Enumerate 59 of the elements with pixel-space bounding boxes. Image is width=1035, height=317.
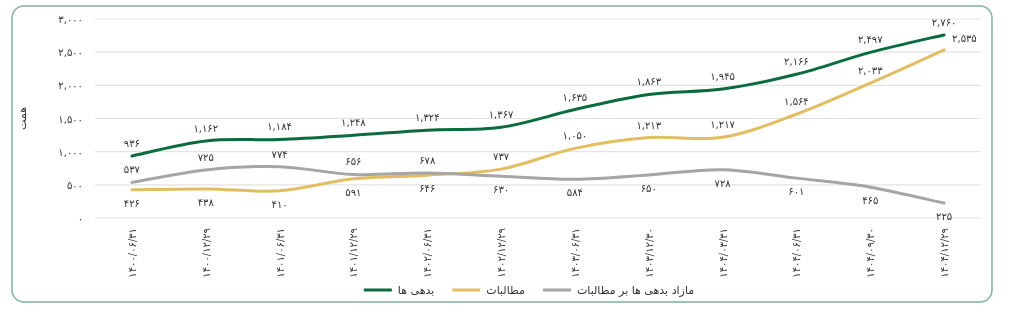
legend-label: مطالبات	[486, 284, 526, 297]
data-label: ۷۲۵	[197, 151, 214, 163]
x-tick-label: ۱۴۰۲/۰۶/۳۱	[422, 228, 434, 278]
y-tick-label: ۱,۵۰۰	[58, 113, 83, 125]
data-label: ۶۷۸	[419, 155, 436, 167]
data-label: ۲,۵۳۵	[952, 32, 977, 44]
data-label: ۴۶۵	[862, 195, 879, 207]
data-label: ۱,۹۴۵	[710, 70, 735, 82]
data-label: ۵۹۱	[345, 186, 362, 198]
data-label: ۶۰۱	[788, 186, 805, 198]
x-tick-label: ۱۴۰۳/۰۶/۳۱	[569, 228, 581, 278]
data-label: ۶۵۶	[345, 156, 362, 168]
y-tick-label: ۵۰۰	[66, 179, 83, 191]
data-label: ۴۳۸	[197, 196, 215, 208]
y-tick-label: ۲,۵۰۰	[58, 47, 83, 59]
data-label: ۵۳۷	[123, 164, 141, 176]
data-label: ۲,۷۶۰	[931, 16, 957, 28]
x-tick-label: ۱۴۰۱/۱۲/۲۹	[348, 228, 360, 278]
legend-label: بدهی ها	[397, 284, 435, 297]
data-label: ۶۴۶	[419, 183, 436, 195]
data-label: ۲,۰۳۳	[857, 65, 884, 77]
x-tick-label: ۱۴۰۲/۱۲/۲۹	[496, 228, 508, 278]
x-tick-label: ۱۴۰۴/۰۹/۳۰	[865, 228, 877, 278]
data-label: ۷۷۴	[271, 148, 288, 160]
data-label: ۴۲۶	[123, 197, 140, 209]
data-label: ۷۲۸	[714, 177, 732, 189]
data-label: ۱,۶۳۵	[562, 91, 588, 103]
x-tick-label: ۱۴۰۰/۱۲/۲۹	[200, 228, 212, 278]
y-tick-label: ۰	[77, 213, 83, 224]
legend-label: مازاد بدهی ها بر مطالبات	[576, 284, 695, 297]
data-label: ۱,۸۶۳	[636, 76, 662, 88]
data-label: ۶۵۰	[640, 182, 657, 194]
data-label: ۲۲۵	[936, 211, 953, 223]
data-label: ۱,۱۸۴	[267, 121, 292, 133]
y-tick-label: ۳,۰۰۰	[58, 14, 83, 25]
data-label: ۱,۲۱۳	[636, 119, 662, 131]
x-tick-label: ۱۴۰۳/۱۲/۳۰	[643, 228, 655, 278]
x-tick-label: ۱۴۰۴/۱۲/۲۹	[939, 228, 951, 278]
x-tick-label: ۱۴۰۱/۰۶/۳۱	[274, 228, 286, 278]
data-label: ۷۳۷	[493, 151, 510, 163]
data-label: ۴۱۰	[271, 198, 288, 210]
y-tick-label: ۲,۰۰۰	[58, 80, 83, 92]
x-tick-label: ۱۴۰۴/۰۳/۳۱	[717, 228, 729, 278]
data-label: ۶۳۰	[493, 184, 510, 196]
data-label: ۱,۰۵۰	[562, 130, 588, 142]
y-tick-label: ۱,۰۰۰	[58, 146, 83, 158]
data-label: ۱,۳۶۷	[488, 109, 515, 121]
data-label: ۱,۲۱۷	[710, 119, 736, 131]
data-label: ۱,۱۶۲	[193, 122, 219, 134]
data-label: ۹۳۶	[123, 137, 140, 149]
data-label: ۱,۲۴۸	[341, 117, 367, 129]
data-label: ۵۸۴	[566, 187, 583, 199]
data-label: ۲,۱۶۶	[784, 56, 809, 68]
data-label: ۱,۳۲۴	[414, 112, 440, 124]
y-axis-title: همت	[16, 106, 29, 130]
data-label: ۱,۵۶۴	[784, 96, 809, 108]
data-label: ۲,۴۹۷	[857, 34, 884, 46]
x-tick-label: ۱۴۰۴/۰۶/۳۱	[791, 228, 803, 278]
x-tick-label: ۱۴۰۰/۰۶/۳۱	[126, 228, 138, 278]
